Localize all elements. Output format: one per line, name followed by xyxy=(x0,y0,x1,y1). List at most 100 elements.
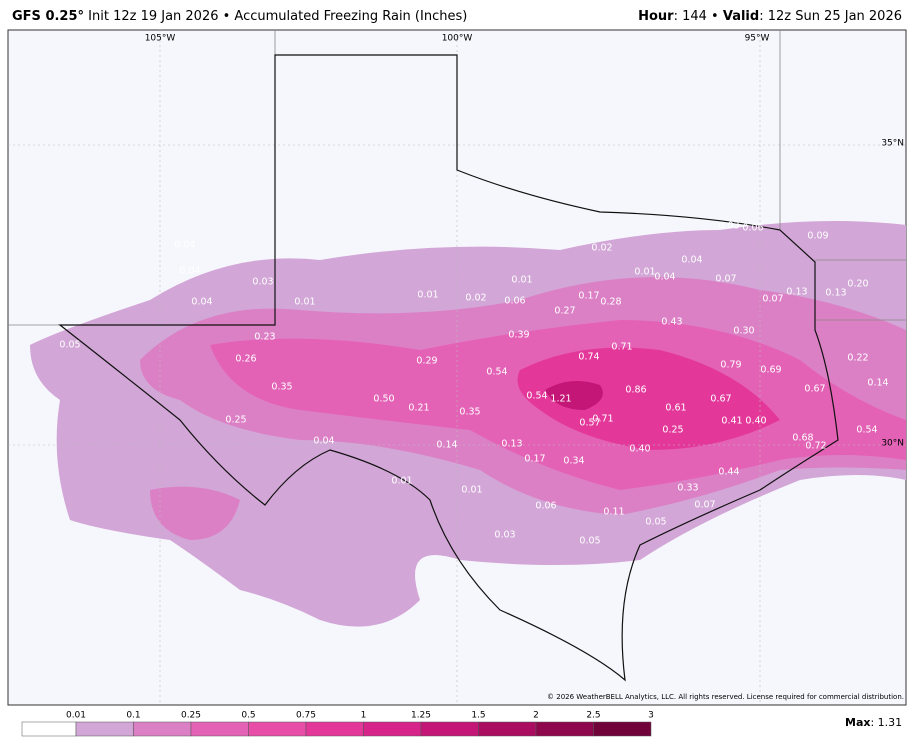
value-label: 0.14 xyxy=(436,440,457,451)
value-label: 0.33 xyxy=(677,483,698,494)
legend-swatch xyxy=(248,721,307,737)
legend-swatch xyxy=(535,721,594,737)
value-label: 0.54 xyxy=(486,367,507,378)
grid-label: 105°W xyxy=(145,34,176,44)
value-label: 0.44 xyxy=(718,467,739,478)
value-label: 0.54 xyxy=(526,391,547,402)
precip-shading xyxy=(30,221,906,627)
legend-tick: 3 xyxy=(648,711,654,721)
max-label: Max xyxy=(845,716,870,729)
value-label: 0.06 xyxy=(742,223,763,234)
legend: 0.01 0.1 0.25 0.5 0.75 1 1.25 1.5 2 2.5 3 xyxy=(21,711,654,737)
value-label: 0.35 xyxy=(271,382,292,393)
value-label: 0.05 xyxy=(579,536,600,547)
value-label: 0.25 xyxy=(662,425,683,436)
grid-label: 35°N xyxy=(881,139,904,149)
value-label: 0.05 xyxy=(645,517,666,528)
valid: : 12z Sun 25 Jan 2026 xyxy=(759,9,902,24)
value-label: 0.68 xyxy=(792,433,813,444)
value-label: 0.05 xyxy=(59,340,80,351)
value-label: 0.86 xyxy=(625,385,646,396)
value-label: 0.01 xyxy=(294,297,315,308)
value-label: 0.01 xyxy=(634,267,655,278)
value-label: 0.06 xyxy=(535,501,556,512)
value-label: 0.09 xyxy=(807,231,828,242)
value-label: 0.13 xyxy=(825,288,846,299)
hour-label: Hour xyxy=(638,9,674,24)
value-label: 0.04 xyxy=(654,272,675,283)
legend-swatch xyxy=(190,721,249,737)
copyright: © 2026 WeatherBELL Analytics, LLC. All r… xyxy=(547,693,904,701)
value-label: 0.01 xyxy=(461,485,482,496)
value-label: 0.67 xyxy=(804,384,825,395)
grid-label: 95°W xyxy=(745,34,770,44)
legend-swatch xyxy=(593,721,652,737)
value-label: 0.71 xyxy=(592,414,613,425)
legend-swatch xyxy=(75,721,134,737)
texas-outline xyxy=(58,54,839,682)
value-label: 0.69 xyxy=(760,365,781,376)
value-label: 0.34 xyxy=(563,456,584,467)
value-label: 0.72 xyxy=(805,441,826,452)
value-label: 0.01 xyxy=(391,476,412,487)
description: Init 12z 19 Jan 2026 • Accumulated Freez… xyxy=(88,9,467,24)
value-label: 0.22 xyxy=(847,353,868,364)
legend-tick: 2.5 xyxy=(586,711,600,721)
model: GFS 0.25° xyxy=(12,9,84,24)
legend-swatch xyxy=(305,721,364,737)
value-label: 0.30 xyxy=(733,326,754,337)
value-label: 0.20 xyxy=(847,279,868,290)
value-label: 0.17 xyxy=(524,454,545,465)
value-label: 0.07 xyxy=(762,294,783,305)
legend-tick: 0.75 xyxy=(296,711,316,721)
header-left: GFS 0.25° Init 12z 19 Jan 2026 • Accumul… xyxy=(12,9,467,24)
hour: : 144 • xyxy=(674,9,723,24)
legend-swatch xyxy=(133,721,192,737)
value-label: 0.04 xyxy=(174,240,195,251)
value-label: 0.61 xyxy=(665,403,686,414)
value-label: 0.57 xyxy=(579,418,600,429)
value-label: 0.27 xyxy=(554,306,575,317)
value-label: 0.17 xyxy=(578,291,599,302)
grid-label: 100°W xyxy=(442,34,473,44)
value-label: 1.21 xyxy=(550,394,571,405)
value-label: 0.14 xyxy=(867,378,888,389)
value-label: 0.01 xyxy=(417,290,438,301)
legend-tick: 1.5 xyxy=(471,711,485,721)
legend-tick: 0.01 xyxy=(66,711,86,721)
value-label: 0.26 xyxy=(235,354,256,365)
value-label: 0.54 xyxy=(856,425,877,436)
legend-tick: 1 xyxy=(361,711,367,721)
value-label: 0.29 xyxy=(416,356,437,367)
value-label: 0.79 xyxy=(720,360,741,371)
legend-tick: 0.25 xyxy=(181,711,201,721)
value-label: 0.43 xyxy=(661,317,682,328)
value-label: 0.02 xyxy=(591,243,612,254)
value-label: 0.28 xyxy=(600,297,621,308)
value-label: 0.40 xyxy=(745,416,766,427)
value-label: 0.40 xyxy=(629,444,650,455)
value-label: 0.74 xyxy=(578,352,599,363)
value-label: 0.04 xyxy=(191,297,212,308)
value-label: 0.07 xyxy=(715,274,736,285)
legend-tick: 0.5 xyxy=(241,711,255,721)
value-label: 0.13 xyxy=(501,439,522,450)
value-label: 0.39 xyxy=(508,330,529,341)
max-value: : 1.31 xyxy=(870,716,902,729)
value-label: 0.67 xyxy=(710,394,731,405)
value-label: 0.04 xyxy=(313,436,334,447)
value-label: 0.04 xyxy=(681,255,702,266)
value-label: 0.50 xyxy=(373,394,394,405)
value-label: 0.03 xyxy=(494,530,515,541)
value-label: 0.03 xyxy=(718,221,739,232)
value-label: 0.02 xyxy=(465,293,486,304)
legend-swatch xyxy=(21,721,77,737)
legend-tick: 2 xyxy=(533,711,539,721)
value-label: 0.41 xyxy=(721,416,742,427)
value-label: 0.03 xyxy=(252,277,273,288)
value-label: 0.07 xyxy=(694,500,715,511)
value-label: 0.71 xyxy=(611,342,632,353)
grid-label: 30°N xyxy=(881,439,904,449)
max: Max: 1.31 xyxy=(845,716,902,729)
